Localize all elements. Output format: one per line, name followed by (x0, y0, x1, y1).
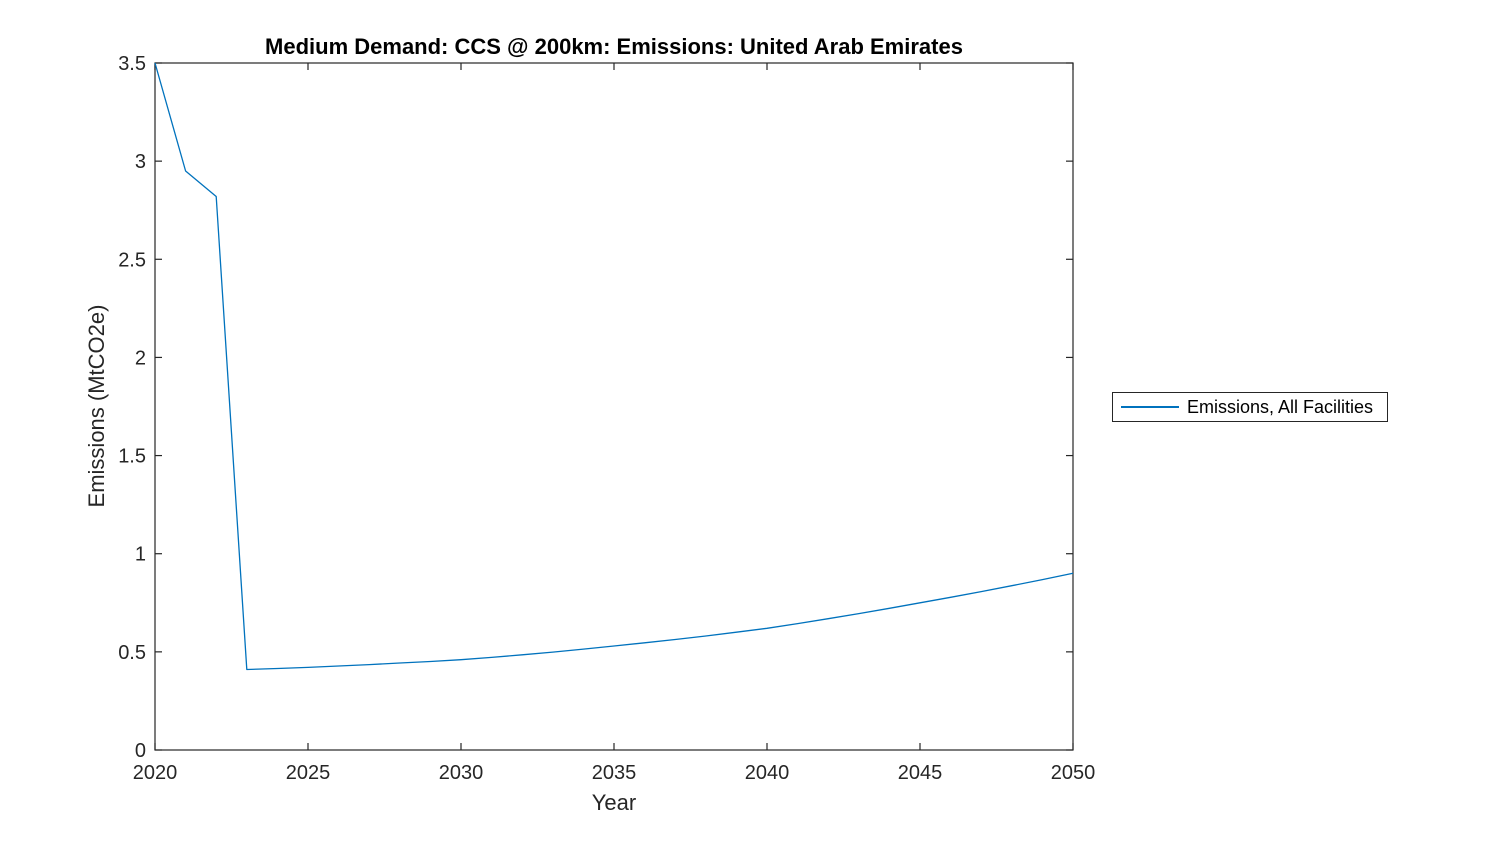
x-tick-label: 2025 (286, 762, 331, 784)
x-tick-label: 2030 (439, 762, 484, 784)
x-tick-label: 2050 (1051, 762, 1096, 784)
y-tick-label: 1.5 (118, 446, 146, 468)
y-tick-label: 1 (135, 544, 146, 566)
y-tick-label: 0.5 (118, 642, 146, 664)
legend-line-sample (1121, 406, 1179, 408)
y-ticks: 0 0.5 1 1.5 2 2.5 3 3.5 (118, 53, 1073, 762)
y-tick-label: 3 (135, 151, 146, 173)
x-tick-label: 2040 (745, 762, 790, 784)
x-axis-label: Year (591, 790, 637, 815)
x-tick-label: 2035 (592, 762, 637, 784)
x-tick-label: 2045 (898, 762, 943, 784)
axes-box (154, 62, 1074, 751)
y-tick-label: 2 (135, 347, 146, 369)
chart-title: Medium Demand: CCS @ 200km: Emissions: U… (265, 34, 963, 59)
legend-box: Emissions, All Facilities (1112, 392, 1388, 422)
series-line (154, 62, 1074, 671)
y-tick-label: 2.5 (118, 249, 146, 271)
y-tick-label: 0 (135, 740, 146, 762)
x-tick-label: 2020 (133, 762, 178, 784)
x-ticks: 2020 2025 2030 2035 2040 2045 2050 (133, 63, 1096, 784)
y-tick-label: 3.5 (118, 53, 146, 75)
legend-entry-label: Emissions, All Facilities (1187, 396, 1374, 417)
